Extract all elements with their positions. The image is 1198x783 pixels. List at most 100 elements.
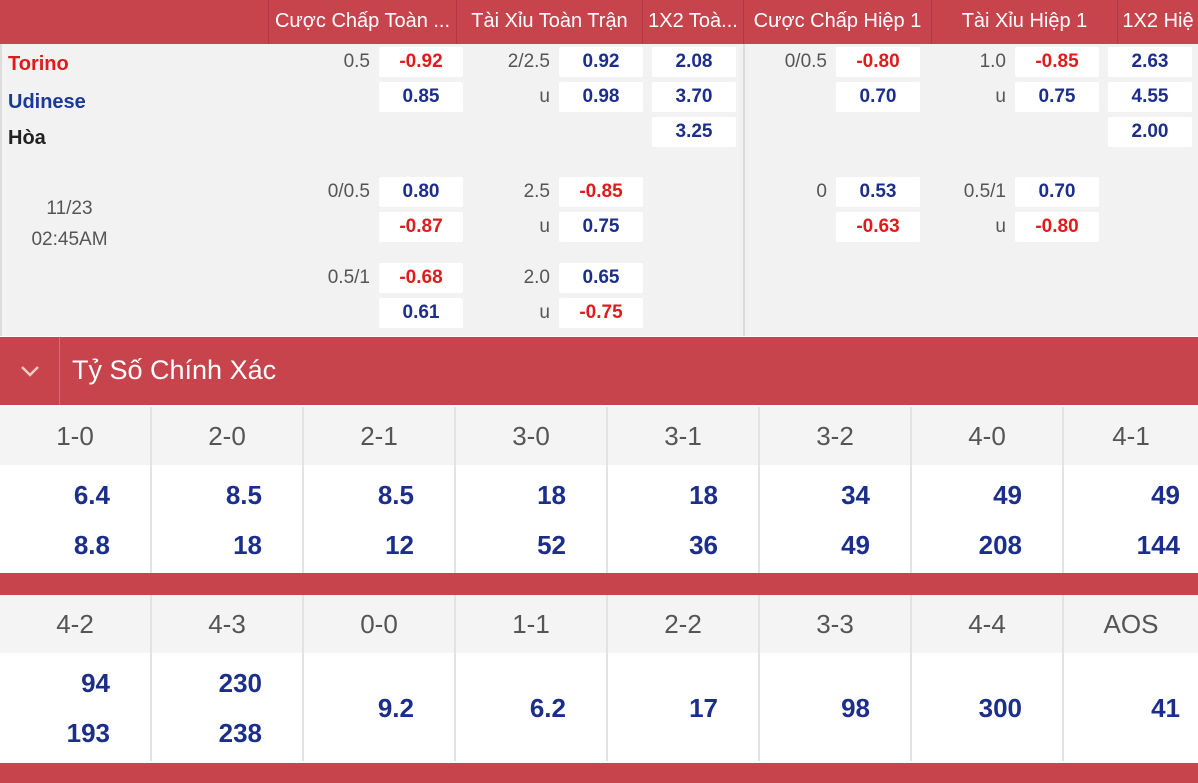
- score-odds-away[interactable]: 208: [978, 530, 1022, 560]
- score-odds-cell: 6.4 8.8: [0, 465, 152, 573]
- score-label: 4-0: [912, 407, 1064, 465]
- score-label: 2-0: [152, 407, 304, 465]
- score-odds-away[interactable]: 36: [689, 530, 718, 560]
- score-odds-single[interactable]: 6.2: [529, 693, 566, 723]
- score-odds-single[interactable]: 9.2: [377, 693, 414, 723]
- h1-ou-line: 1.0: [979, 51, 1006, 72]
- score-odds-single[interactable]: 300: [978, 693, 1022, 723]
- header-ft-over-under[interactable]: Tài Xỉu Toàn Trận: [456, 0, 642, 44]
- odds-grid: Torino Udinese Hòa 11/23 02:45AM 0.5 -0.…: [0, 44, 1198, 336]
- ft-ou-under-odds[interactable]: -0.75: [559, 298, 643, 328]
- correct-score-header[interactable]: Tỷ Số Chính Xác: [0, 337, 1198, 405]
- h1-1x2-draw-odds[interactable]: 2.00: [1108, 117, 1192, 147]
- h1-ou-under-odds[interactable]: 0.75: [1015, 82, 1099, 112]
- h1-1x2-home-odds[interactable]: 2.63: [1108, 47, 1192, 77]
- score-odds-home[interactable]: 49: [993, 480, 1022, 510]
- score-odds-home[interactable]: 34: [841, 480, 870, 510]
- score-label: 1-1: [456, 595, 608, 653]
- score-odds-single[interactable]: 17: [689, 693, 718, 723]
- score-odds-home[interactable]: 6.4: [73, 480, 110, 510]
- ft-hdp-line: 0.5/1: [327, 267, 370, 288]
- footer-bar: [0, 763, 1198, 783]
- ft-1x2-home-odds[interactable]: 2.08: [652, 47, 736, 77]
- score-label: 3-3: [760, 595, 912, 653]
- h1-ou-under-odds[interactable]: -0.80: [1015, 212, 1099, 242]
- score-odds-home[interactable]: 49: [1151, 480, 1180, 510]
- score-odds-cell: 9.2: [304, 653, 456, 761]
- ft-ou-under-odds[interactable]: 0.98: [559, 82, 643, 112]
- score-label: 4-4: [912, 595, 1064, 653]
- ft-ou-over-odds[interactable]: -0.85: [559, 177, 643, 207]
- score-odds-away[interactable]: 8.8: [73, 530, 110, 560]
- header-ft-handicap[interactable]: Cược Chấp Toàn ...: [268, 0, 456, 44]
- home-team: Torino: [8, 53, 69, 75]
- score-label: 3-1: [608, 407, 760, 465]
- score-label: 4-3: [152, 595, 304, 653]
- ft-hdp-line: 0/0.5: [327, 181, 370, 202]
- h1-hdp-line: 0/0.5: [784, 51, 827, 72]
- ft-1x2-away-odds[interactable]: 3.70: [652, 82, 736, 112]
- h1-1x2-away-odds[interactable]: 4.55: [1108, 82, 1192, 112]
- score-odds-away[interactable]: 52: [537, 530, 566, 560]
- score-odds-home[interactable]: 18: [537, 480, 566, 510]
- score-label: 3-0: [456, 407, 608, 465]
- score-odds-home[interactable]: 230: [218, 668, 262, 698]
- score-odds-cell: 17: [608, 653, 760, 761]
- score-odds-row-2: 94 193 230 238 9.2 6.2 17 98 300 41: [0, 653, 1198, 761]
- header-h1-handicap[interactable]: Cược Chấp Hiệp 1: [743, 0, 931, 44]
- h1-ou-over-odds[interactable]: -0.85: [1015, 47, 1099, 77]
- h1-hdp-home-odds[interactable]: 0.53: [836, 177, 920, 207]
- h1-hdp-away-odds[interactable]: 0.70: [836, 82, 920, 112]
- h1-ou-under-label: u: [995, 86, 1006, 107]
- score-odds-away[interactable]: 193: [66, 718, 110, 748]
- grid-edge: [0, 44, 2, 336]
- ft-ou-line: 2.0: [523, 267, 550, 288]
- score-label: 0-0: [304, 595, 456, 653]
- header-h1-1x2[interactable]: 1X2 Hiệ: [1117, 0, 1198, 44]
- score-label: 2-2: [608, 595, 760, 653]
- header-h1-over-under[interactable]: Tài Xỉu Hiệp 1: [931, 0, 1117, 44]
- score-odds-single[interactable]: 41: [1151, 693, 1180, 723]
- score-odds-home[interactable]: 18: [689, 480, 718, 510]
- score-odds-single[interactable]: 98: [841, 693, 870, 723]
- h1-hdp-line: 0: [816, 181, 827, 202]
- score-label: 3-2: [760, 407, 912, 465]
- ft-hdp-away-odds[interactable]: 0.85: [379, 82, 463, 112]
- ft-hdp-home-odds[interactable]: -0.68: [379, 263, 463, 293]
- h1-ou-over-odds[interactable]: 0.70: [1015, 177, 1099, 207]
- ft-hdp-away-odds[interactable]: -0.87: [379, 212, 463, 242]
- score-odds-home[interactable]: 94: [81, 668, 110, 698]
- ft-1x2-draw-odds[interactable]: 3.25: [652, 117, 736, 147]
- score-odds-home[interactable]: 8.5: [377, 480, 414, 510]
- h1-hdp-home-odds[interactable]: -0.80: [836, 47, 920, 77]
- ft-hdp-home-odds[interactable]: -0.92: [379, 47, 463, 77]
- score-odds-away[interactable]: 144: [1136, 530, 1180, 560]
- h1-hdp-away-odds[interactable]: -0.63: [836, 212, 920, 242]
- ft-hdp-away-odds[interactable]: 0.61: [379, 298, 463, 328]
- score-odds-cell: 34 49: [760, 465, 912, 573]
- header-ft-1x2[interactable]: 1X2 Toà...: [642, 0, 743, 44]
- header-spacer: [0, 0, 268, 44]
- score-odds-away[interactable]: 49: [841, 530, 870, 560]
- ft-ou-over-odds[interactable]: 0.65: [559, 263, 643, 293]
- ft-ou-over-odds[interactable]: 0.92: [559, 47, 643, 77]
- ft-hdp-home-odds[interactable]: 0.80: [379, 177, 463, 207]
- score-odds-away[interactable]: 238: [218, 718, 262, 748]
- score-odds-cell: 230 238: [152, 653, 304, 761]
- score-odds-cell: 98: [760, 653, 912, 761]
- score-odds-home[interactable]: 8.5: [225, 480, 262, 510]
- score-odds-cell: 300: [912, 653, 1064, 761]
- score-labels-row-1: 1-0 2-0 2-1 3-0 3-1 3-2 4-0 4-1: [0, 407, 1198, 465]
- ft-ou-under-label: u: [539, 216, 550, 237]
- score-odds-away[interactable]: 12: [385, 530, 414, 560]
- ft-ou-under-odds[interactable]: 0.75: [559, 212, 643, 242]
- away-team: Udinese: [8, 91, 86, 113]
- ft-ou-line: 2.5: [523, 181, 550, 202]
- chevron-down-icon[interactable]: [0, 337, 60, 405]
- score-odds-cell: 49 144: [1064, 465, 1198, 573]
- score-odds-cell: 49 208: [912, 465, 1064, 573]
- h1-ou-line: 0.5/1: [963, 181, 1006, 202]
- match-time: 02:45AM: [31, 229, 108, 250]
- score-odds-cell: 94 193: [0, 653, 152, 761]
- score-odds-away[interactable]: 18: [233, 530, 262, 560]
